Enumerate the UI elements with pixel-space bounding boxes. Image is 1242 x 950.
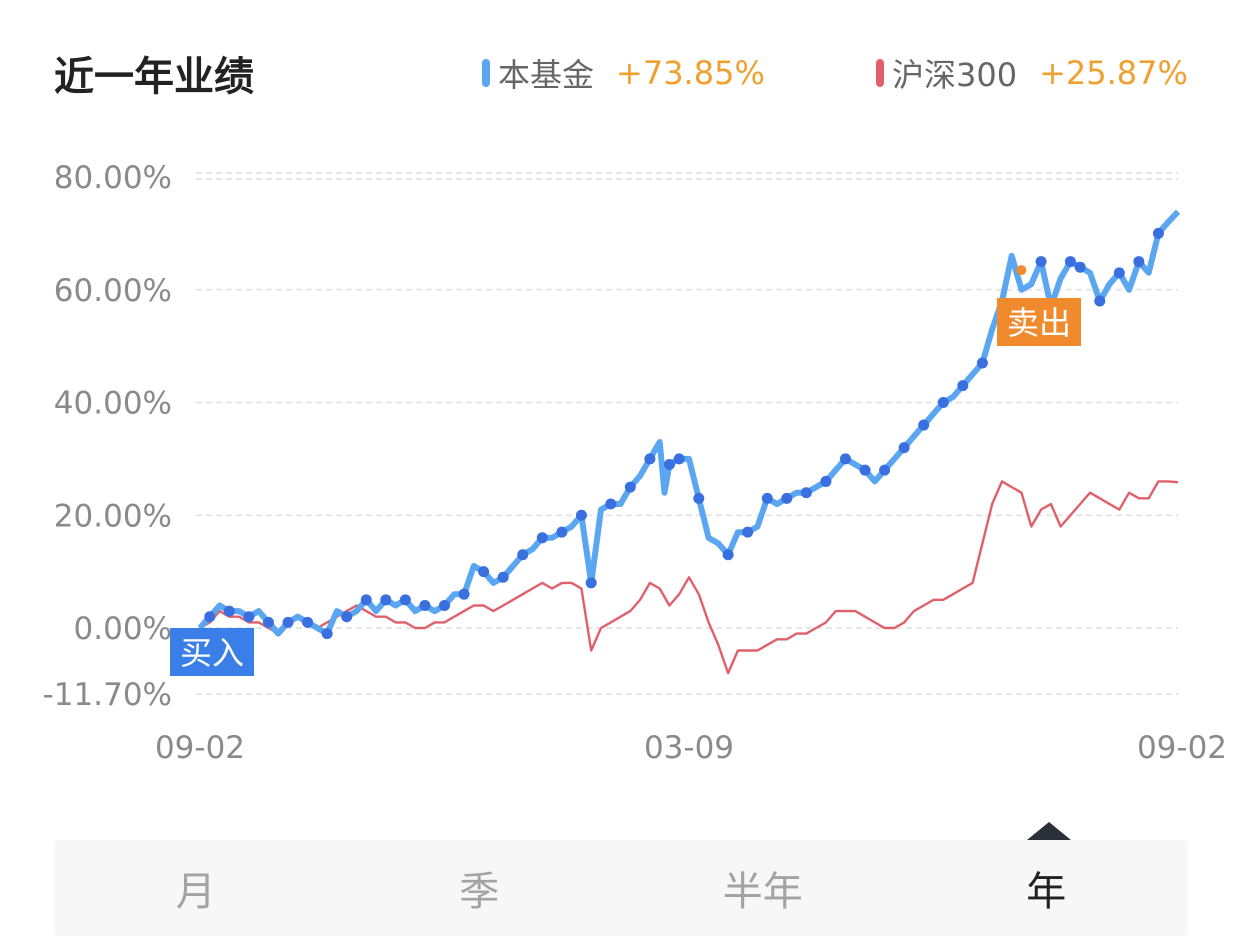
trade-dot (341, 611, 353, 623)
y-tick-label: 20.00% (54, 498, 172, 534)
legend-index: 沪深300 +25.87% (876, 50, 1188, 96)
tab-half-year[interactable]: 半年 (722, 869, 803, 915)
tab-month[interactable]: 月 (175, 869, 216, 915)
trade-dot (321, 628, 333, 640)
performance-chart: 80.00% 60.00% 40.00% 20.00% 0.00% -11.70% 09-0… (43, 160, 1227, 766)
trade-dot (419, 599, 431, 611)
trade-dot (517, 549, 529, 561)
tab-quarter[interactable]: 季 (459, 869, 500, 915)
trade-dot (478, 566, 490, 578)
trade-dot (585, 577, 597, 589)
x-tick-label: 09-02 (155, 730, 245, 766)
trade-dot (1133, 256, 1145, 268)
y-tick-label: 80.00% (54, 160, 172, 196)
trade-dot (262, 616, 274, 628)
trade-dot (536, 532, 548, 544)
trade-dot (243, 611, 255, 623)
trade-dot (859, 464, 871, 476)
legend-fund-swatch (482, 59, 490, 87)
trade-dot (898, 442, 910, 454)
trade-dot (1113, 267, 1125, 279)
trade-dot (879, 464, 891, 476)
sell-label: 卖出 (1007, 304, 1071, 342)
trade-dot (761, 492, 773, 504)
trade-dot (1152, 227, 1164, 239)
trade-dot (204, 611, 216, 623)
trade-dot (439, 599, 450, 611)
trade-dot (673, 453, 685, 465)
trade-dot (918, 419, 930, 431)
trade-dot (957, 380, 969, 392)
x-tick-label: 03-09 (644, 730, 734, 766)
legend-index-change: +25.87% (1039, 54, 1188, 92)
trade-dot (976, 357, 988, 369)
trade-dot (644, 453, 656, 465)
legend-fund-name: 本基金 (498, 56, 595, 94)
trade-dot (693, 492, 705, 504)
trade-dot (458, 588, 470, 600)
trade-dot (575, 509, 587, 521)
trade-dot (839, 453, 851, 465)
trade-dot (360, 594, 372, 606)
active-tab-indicator (1027, 822, 1071, 840)
trade-dot (820, 475, 832, 487)
legend-fund-change: +73.85% (616, 54, 765, 92)
trade-dot (380, 594, 392, 606)
legend-fund: 本基金 +73.85% (482, 50, 765, 96)
trade-dot (624, 481, 636, 493)
trade-dot (1064, 256, 1076, 268)
trade-dot (722, 549, 734, 561)
tab-year[interactable]: 年 (1026, 869, 1067, 915)
index-line (199, 480, 1179, 675)
buy-label: 买入 (180, 634, 244, 672)
trade-dot (556, 526, 568, 538)
y-tick-label: -11.70% (43, 677, 172, 713)
legend-index-swatch (876, 59, 884, 87)
trade-dot (282, 616, 294, 628)
trade-dot (800, 487, 812, 499)
trade-dot (605, 498, 617, 510)
chart-title: 近一年业绩 (54, 54, 254, 100)
trade-dot (497, 571, 509, 583)
fund-line (197, 209, 1181, 637)
trade-dot (223, 605, 235, 617)
trade-dot (937, 397, 949, 408)
trade-dot (1035, 256, 1047, 268)
y-tick-label: 60.00% (54, 273, 172, 309)
trade-dot (1094, 295, 1106, 307)
y-tick-label: 40.00% (54, 386, 172, 422)
legend-index-name: 沪深300 (892, 56, 1018, 94)
sell-dot (1016, 265, 1027, 276)
trade-dot (742, 526, 754, 538)
trade-dot (399, 594, 411, 606)
trade-dot (302, 616, 314, 628)
sell-label-bg (997, 298, 1081, 346)
buy-label-bg (170, 628, 254, 676)
y-tick-label: 0.00% (74, 611, 172, 647)
trade-dot (781, 492, 793, 504)
x-tick-label: 09-02 (1137, 730, 1227, 766)
trade-dot (663, 459, 675, 471)
period-tabs: 月 季 半年 年 (54, 840, 1188, 936)
trade-dot (1074, 261, 1086, 273)
